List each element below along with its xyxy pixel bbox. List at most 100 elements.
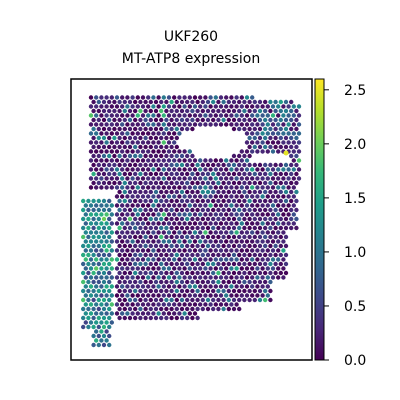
expression-spot: [127, 144, 133, 150]
expression-spot: [125, 239, 130, 244]
expression-spot: [159, 243, 164, 249]
expression-spot: [101, 270, 107, 276]
expression-spot: [226, 180, 231, 186]
expression-spot: [161, 194, 166, 199]
expression-spot: [213, 275, 218, 280]
expression-spot: [109, 212, 115, 217]
expression-spot: [234, 122, 239, 127]
expression-spot: [198, 167, 203, 172]
expression-spot: [135, 230, 140, 235]
expression-spot: [161, 131, 166, 136]
expression-spot: [174, 270, 179, 276]
expression-spot: [203, 194, 208, 199]
expression-spot: [140, 104, 146, 109]
expression-spot: [195, 171, 200, 177]
expression-spot: [172, 257, 177, 262]
expression-spot: [101, 126, 107, 132]
expression-spot: [99, 302, 104, 307]
expression-spot: [250, 167, 255, 172]
expression-spot: [166, 176, 172, 181]
expression-spot: [208, 203, 213, 208]
expression-spot: [83, 248, 89, 253]
expression-spot: [213, 176, 218, 181]
expression-spot: [122, 252, 128, 258]
expression-spot: [187, 239, 192, 244]
expression-spot: [294, 180, 299, 186]
expression-spot: [203, 167, 208, 172]
expression-spot: [289, 153, 294, 159]
expression-spot: [114, 149, 120, 154]
expression-spot: [99, 140, 104, 145]
expression-spot: [221, 243, 226, 249]
expression-spot: [109, 293, 115, 298]
expression-spot: [211, 180, 216, 186]
expression-spot: [88, 266, 94, 271]
expression-spot: [174, 180, 179, 186]
expression-spot: [148, 126, 153, 132]
expression-spot: [107, 162, 112, 168]
expression-spot: [117, 225, 122, 231]
expression-spot: [88, 302, 94, 307]
expression-spot: [270, 176, 276, 181]
expression-spot: [138, 135, 143, 141]
expression-spot: [273, 171, 278, 177]
expression-spot: [226, 171, 231, 177]
expression-spot: [166, 266, 172, 271]
expression-spot: [117, 171, 122, 177]
expression-spot: [177, 257, 182, 262]
expression-spot: [140, 95, 146, 100]
expression-spot: [135, 212, 140, 217]
expression-spot: [260, 176, 265, 181]
expression-spot: [148, 108, 153, 114]
expression-spot: [247, 117, 252, 123]
expression-spot: [91, 126, 96, 132]
expression-spot: [268, 252, 273, 258]
expression-spot: [143, 117, 148, 123]
expression-spot: [203, 302, 208, 307]
expression-spot: [192, 122, 198, 127]
expression-spot: [117, 180, 122, 186]
expression-spot: [125, 257, 130, 262]
expression-spot: [140, 257, 146, 262]
expression-spot: [221, 180, 226, 186]
expression-spot: [247, 243, 252, 249]
expression-spot: [143, 288, 148, 294]
expression-spot: [109, 239, 115, 244]
expression-spot: [112, 108, 117, 114]
expression-spot: [268, 189, 273, 195]
expression-spot: [182, 311, 187, 316]
expression-spot: [125, 311, 130, 316]
expression-spot: [270, 122, 276, 127]
expression-spot: [117, 144, 122, 150]
expression-spot: [120, 95, 125, 100]
expression-spot: [151, 311, 156, 316]
expression-spot: [257, 279, 263, 285]
expression-spot: [237, 288, 242, 294]
expression-spot: [91, 117, 96, 123]
colorbar-tick-label: 2.5: [344, 83, 366, 99]
expression-spot: [221, 297, 226, 303]
expression-spot: [211, 171, 216, 177]
expression-spot: [174, 243, 179, 249]
expression-spot: [265, 104, 270, 109]
expression-spot: [283, 126, 289, 132]
expression-spot: [270, 266, 276, 271]
expression-spot: [135, 266, 140, 271]
expression-spot: [169, 162, 174, 168]
expression-spot: [94, 248, 99, 253]
expression-spot: [104, 266, 109, 271]
expression-spot: [255, 284, 260, 289]
expression-spot: [270, 203, 276, 208]
expression-spot: [229, 113, 234, 118]
expression-spot: [231, 180, 237, 186]
expression-spot: [216, 171, 221, 177]
expression-spot: [166, 203, 172, 208]
expression-spot: [164, 126, 169, 132]
expression-spot: [234, 230, 239, 235]
expression-spot: [159, 171, 164, 177]
expression-spot: [86, 198, 91, 204]
expression-spot: [226, 297, 231, 303]
expression-spot: [122, 306, 128, 312]
expression-spot: [200, 243, 205, 249]
expression-spot: [221, 288, 226, 294]
